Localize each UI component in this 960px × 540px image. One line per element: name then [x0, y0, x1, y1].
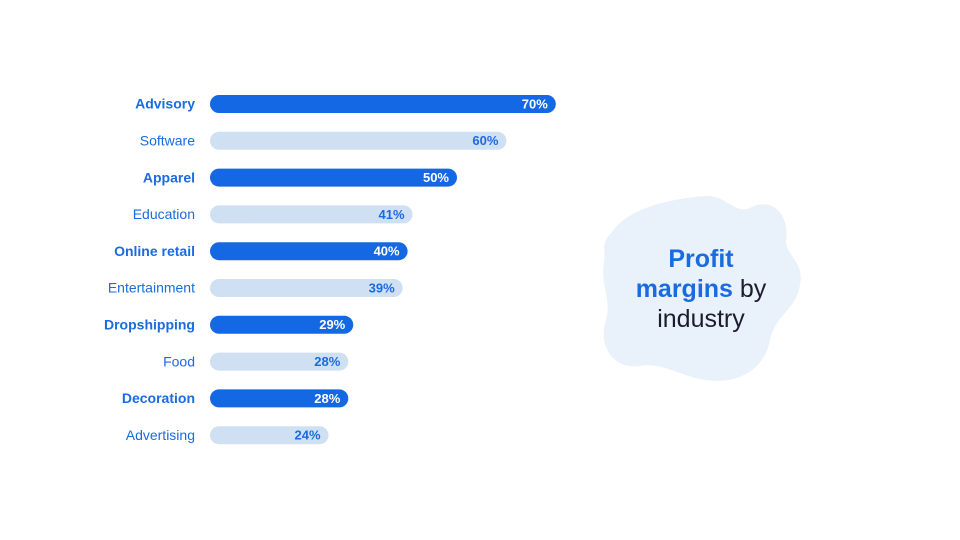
- category-label: Decoration: [122, 390, 195, 406]
- category-label: Dropshipping: [104, 317, 195, 333]
- title-word: Profit: [668, 245, 734, 273]
- value-label: 60%: [472, 133, 498, 148]
- bar: [210, 315, 354, 334]
- bar: [210, 426, 329, 445]
- chart-title: Profit margins by industry: [636, 245, 767, 333]
- title-word: by: [733, 275, 767, 303]
- title-blob: [603, 195, 801, 381]
- value-label: 29%: [319, 317, 345, 332]
- bar: [210, 131, 507, 150]
- bar: [210, 389, 349, 408]
- bar: [210, 168, 457, 187]
- value-label: 28%: [314, 354, 340, 369]
- title-word: margins: [636, 275, 733, 303]
- category-label: Online retail: [114, 243, 195, 259]
- title-word: industry: [657, 305, 745, 333]
- value-label: 39%: [369, 280, 395, 295]
- bar: [210, 279, 403, 297]
- value-label: 24%: [295, 428, 321, 443]
- category-label: Software: [140, 133, 195, 149]
- bar: [210, 95, 556, 113]
- category-label: Education: [133, 206, 195, 222]
- category-label: Apparel: [143, 169, 195, 185]
- value-label: 40%: [374, 244, 400, 259]
- bar: [210, 352, 349, 371]
- bar: [210, 242, 408, 261]
- category-label: Entertainment: [108, 280, 195, 296]
- category-label: Food: [163, 353, 195, 369]
- value-label: 41%: [379, 207, 405, 222]
- bar: [210, 205, 413, 224]
- category-label: Advisory: [135, 96, 195, 112]
- value-label: 50%: [423, 170, 449, 185]
- value-label: 28%: [314, 391, 340, 406]
- value-label: 70%: [522, 96, 548, 111]
- category-label: Advertising: [126, 427, 195, 443]
